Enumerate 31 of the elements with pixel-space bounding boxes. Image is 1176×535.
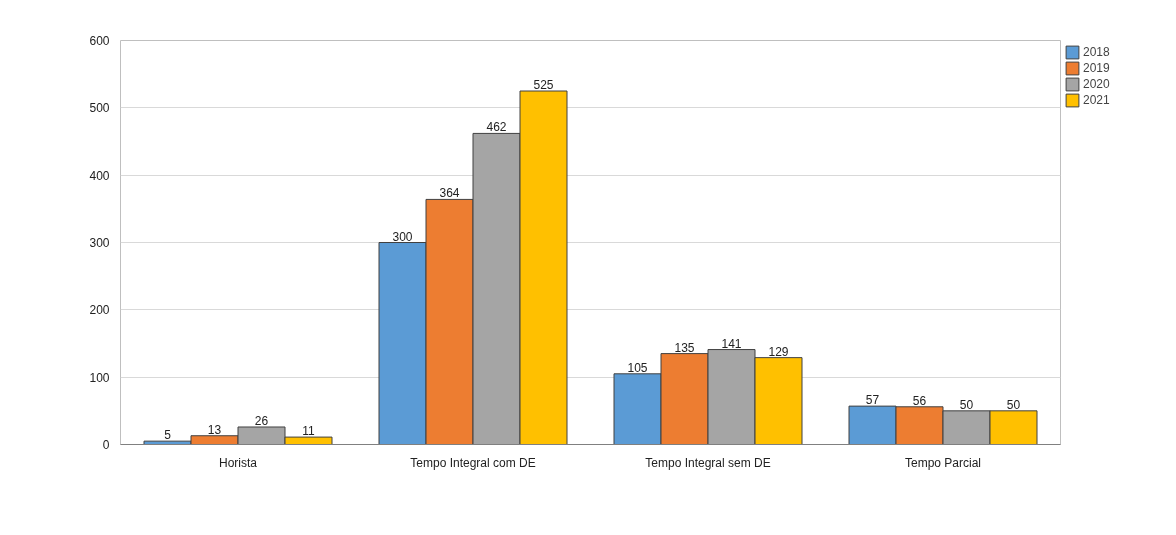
y-tick-label: 600 bbox=[89, 34, 110, 48]
y-tick-label: 400 bbox=[89, 168, 110, 183]
data-label: 129 bbox=[768, 344, 789, 359]
data-label: 56 bbox=[912, 393, 927, 408]
data-label: 13 bbox=[207, 422, 222, 437]
data-label: 50 bbox=[1006, 397, 1021, 412]
data-label: 26 bbox=[254, 413, 269, 428]
data-label: 50 bbox=[959, 397, 974, 412]
data-label: 105 bbox=[627, 360, 648, 375]
x-tick-label: Tempo Integral sem DE bbox=[645, 455, 771, 470]
y-tick-label: 500 bbox=[89, 101, 110, 116]
data-label: 525 bbox=[533, 78, 554, 92]
x-tick-label: Tempo Integral com DE bbox=[410, 455, 536, 470]
legend-label: 2020 bbox=[1083, 77, 1110, 91]
x-tick-label: Horista bbox=[219, 455, 258, 470]
data-label: 300 bbox=[392, 229, 413, 244]
data-label: 11 bbox=[302, 424, 316, 439]
data-label: 5 bbox=[164, 428, 172, 443]
legend-label: 2018 bbox=[1083, 45, 1110, 59]
data-label: 57 bbox=[865, 393, 880, 408]
data-label: 462 bbox=[486, 120, 507, 135]
y-tick-label: 200 bbox=[89, 303, 110, 318]
data-label: 141 bbox=[721, 336, 742, 351]
data-label: 364 bbox=[439, 186, 460, 201]
legend-label: 2021 bbox=[1083, 93, 1110, 107]
x-tick-label: Tempo Parcial bbox=[904, 455, 982, 470]
y-tick-label: 0 bbox=[102, 438, 110, 452]
y-tick-label: 100 bbox=[89, 370, 110, 385]
data-label: 135 bbox=[674, 340, 695, 355]
legend-label: 2019 bbox=[1083, 61, 1110, 75]
y-tick-label: 300 bbox=[89, 236, 110, 250]
